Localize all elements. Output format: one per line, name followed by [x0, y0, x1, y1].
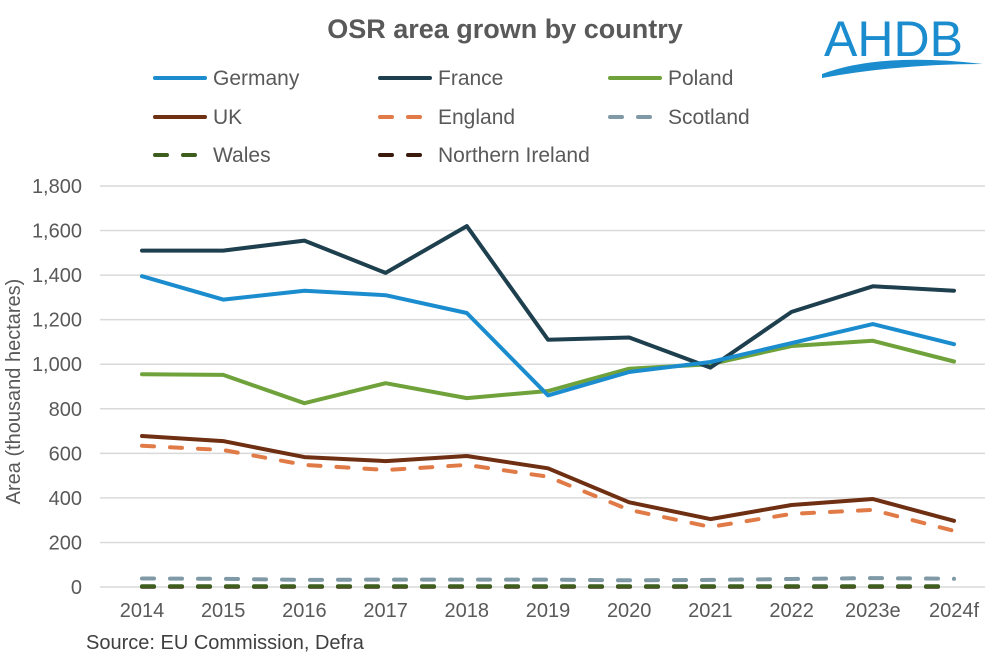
y-tick-label: 1,000 — [32, 354, 82, 376]
y-tick-label: 800 — [49, 399, 82, 421]
source-note: Source: EU Commission, Defra — [86, 632, 364, 654]
x-tick-label: 2023e — [845, 600, 901, 622]
y-tick-label: 1,400 — [32, 265, 82, 287]
chart-title: OSR area grown by country — [327, 14, 683, 44]
series-line-poland — [140, 338, 956, 406]
series-line-uk — [140, 434, 956, 523]
series-line-england — [140, 443, 956, 533]
x-tick-label: 2019 — [526, 600, 571, 622]
legend-label: England — [438, 106, 515, 129]
legend-label: Germany — [213, 67, 300, 90]
y-axis-label: Area (thousand hectares) — [3, 279, 25, 505]
legend-label: UK — [213, 106, 242, 129]
svg-text:AHDB: AHDB — [824, 11, 963, 67]
x-tick-label: 2014 — [120, 600, 165, 622]
legend-label: Northern Ireland — [438, 144, 590, 167]
x-tick-label: 2015 — [201, 600, 246, 622]
series-line-germany — [140, 274, 956, 398]
y-tick-label: 1,800 — [32, 176, 82, 198]
series-line-scotland — [140, 576, 956, 583]
y-tick-label: 1,600 — [32, 221, 82, 243]
x-tick-label: 2020 — [607, 600, 652, 622]
x-tick-label: 2016 — [282, 600, 327, 622]
y-tick-label: 200 — [49, 532, 82, 554]
x-tick-label: 2022 — [769, 600, 814, 622]
legend-label: Poland — [668, 67, 733, 90]
legend-label: Wales — [213, 144, 271, 167]
y-tick-label: 0 — [71, 577, 82, 599]
x-tick-label: 2024f — [929, 600, 979, 622]
legend-label: France — [438, 67, 503, 90]
x-tick-label: 2021 — [688, 600, 733, 622]
x-tick-label: 2017 — [363, 600, 408, 622]
y-tick-label: 1,200 — [32, 310, 82, 332]
y-tick-label: 600 — [49, 443, 82, 465]
legend-label: Scotland — [668, 106, 750, 129]
series-line-france — [140, 224, 956, 370]
y-tick-label: 400 — [49, 488, 82, 510]
ahdb-logo: AHDB — [822, 11, 983, 78]
x-tick-label: 2018 — [445, 600, 490, 622]
